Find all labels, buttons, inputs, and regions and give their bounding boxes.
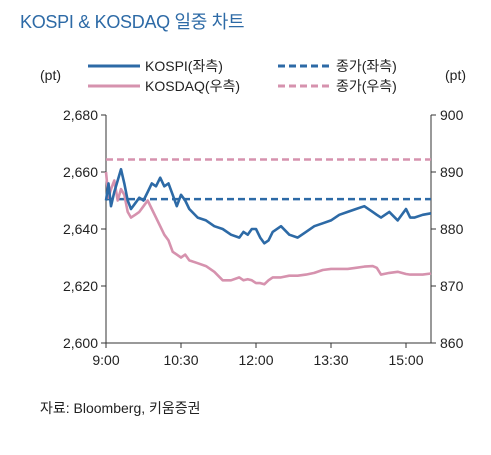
- legend-kospi-label: KOSPI(좌측): [145, 58, 223, 74]
- right-tick-label: 870: [440, 278, 464, 294]
- x-tick-label: 15:00: [388, 352, 423, 368]
- left-axis-unit: (pt): [40, 67, 61, 83]
- chart-title: KOSPI & KOSDAQ 일중 차트: [20, 12, 245, 32]
- right-axis-unit: (pt): [445, 67, 466, 83]
- right-tick-label: 890: [440, 164, 464, 180]
- right-tick-label: 900: [440, 107, 464, 123]
- legend-kospi-close-label: 종가(좌측): [336, 58, 397, 74]
- legend-kosdaq-label: KOSDAQ(우측): [145, 78, 240, 94]
- right-tick-label: 860: [440, 335, 464, 351]
- x-tick-label: 10:30: [163, 352, 198, 368]
- left-tick-label: 2,660: [63, 164, 98, 180]
- chart-marks: 2,680 2,660 2,640 2,620 2,600 900 890 880 870 860…: [63, 107, 464, 368]
- legend: KOSPI(좌측) KOSDAQ(우측) 종가(좌측) 종가(우측): [88, 58, 397, 94]
- x-tick-label: 9:00: [92, 352, 119, 368]
- right-tick-label: 880: [440, 221, 464, 237]
- left-tick-label: 2,600: [63, 335, 98, 351]
- left-tick-label: 2,640: [63, 221, 98, 237]
- source-note: 자료: Bloomberg, 키움증권: [40, 400, 201, 416]
- left-tick-label: 2,620: [63, 278, 98, 294]
- x-tick-label: 13:30: [313, 352, 348, 368]
- kosdaq-line: [104, 171, 432, 286]
- kospi-line: [104, 167, 432, 245]
- left-tick-label: 2,680: [63, 107, 98, 123]
- x-tick-label: 12:00: [238, 352, 273, 368]
- legend-kosdaq-close-label: 종가(우측): [336, 78, 397, 94]
